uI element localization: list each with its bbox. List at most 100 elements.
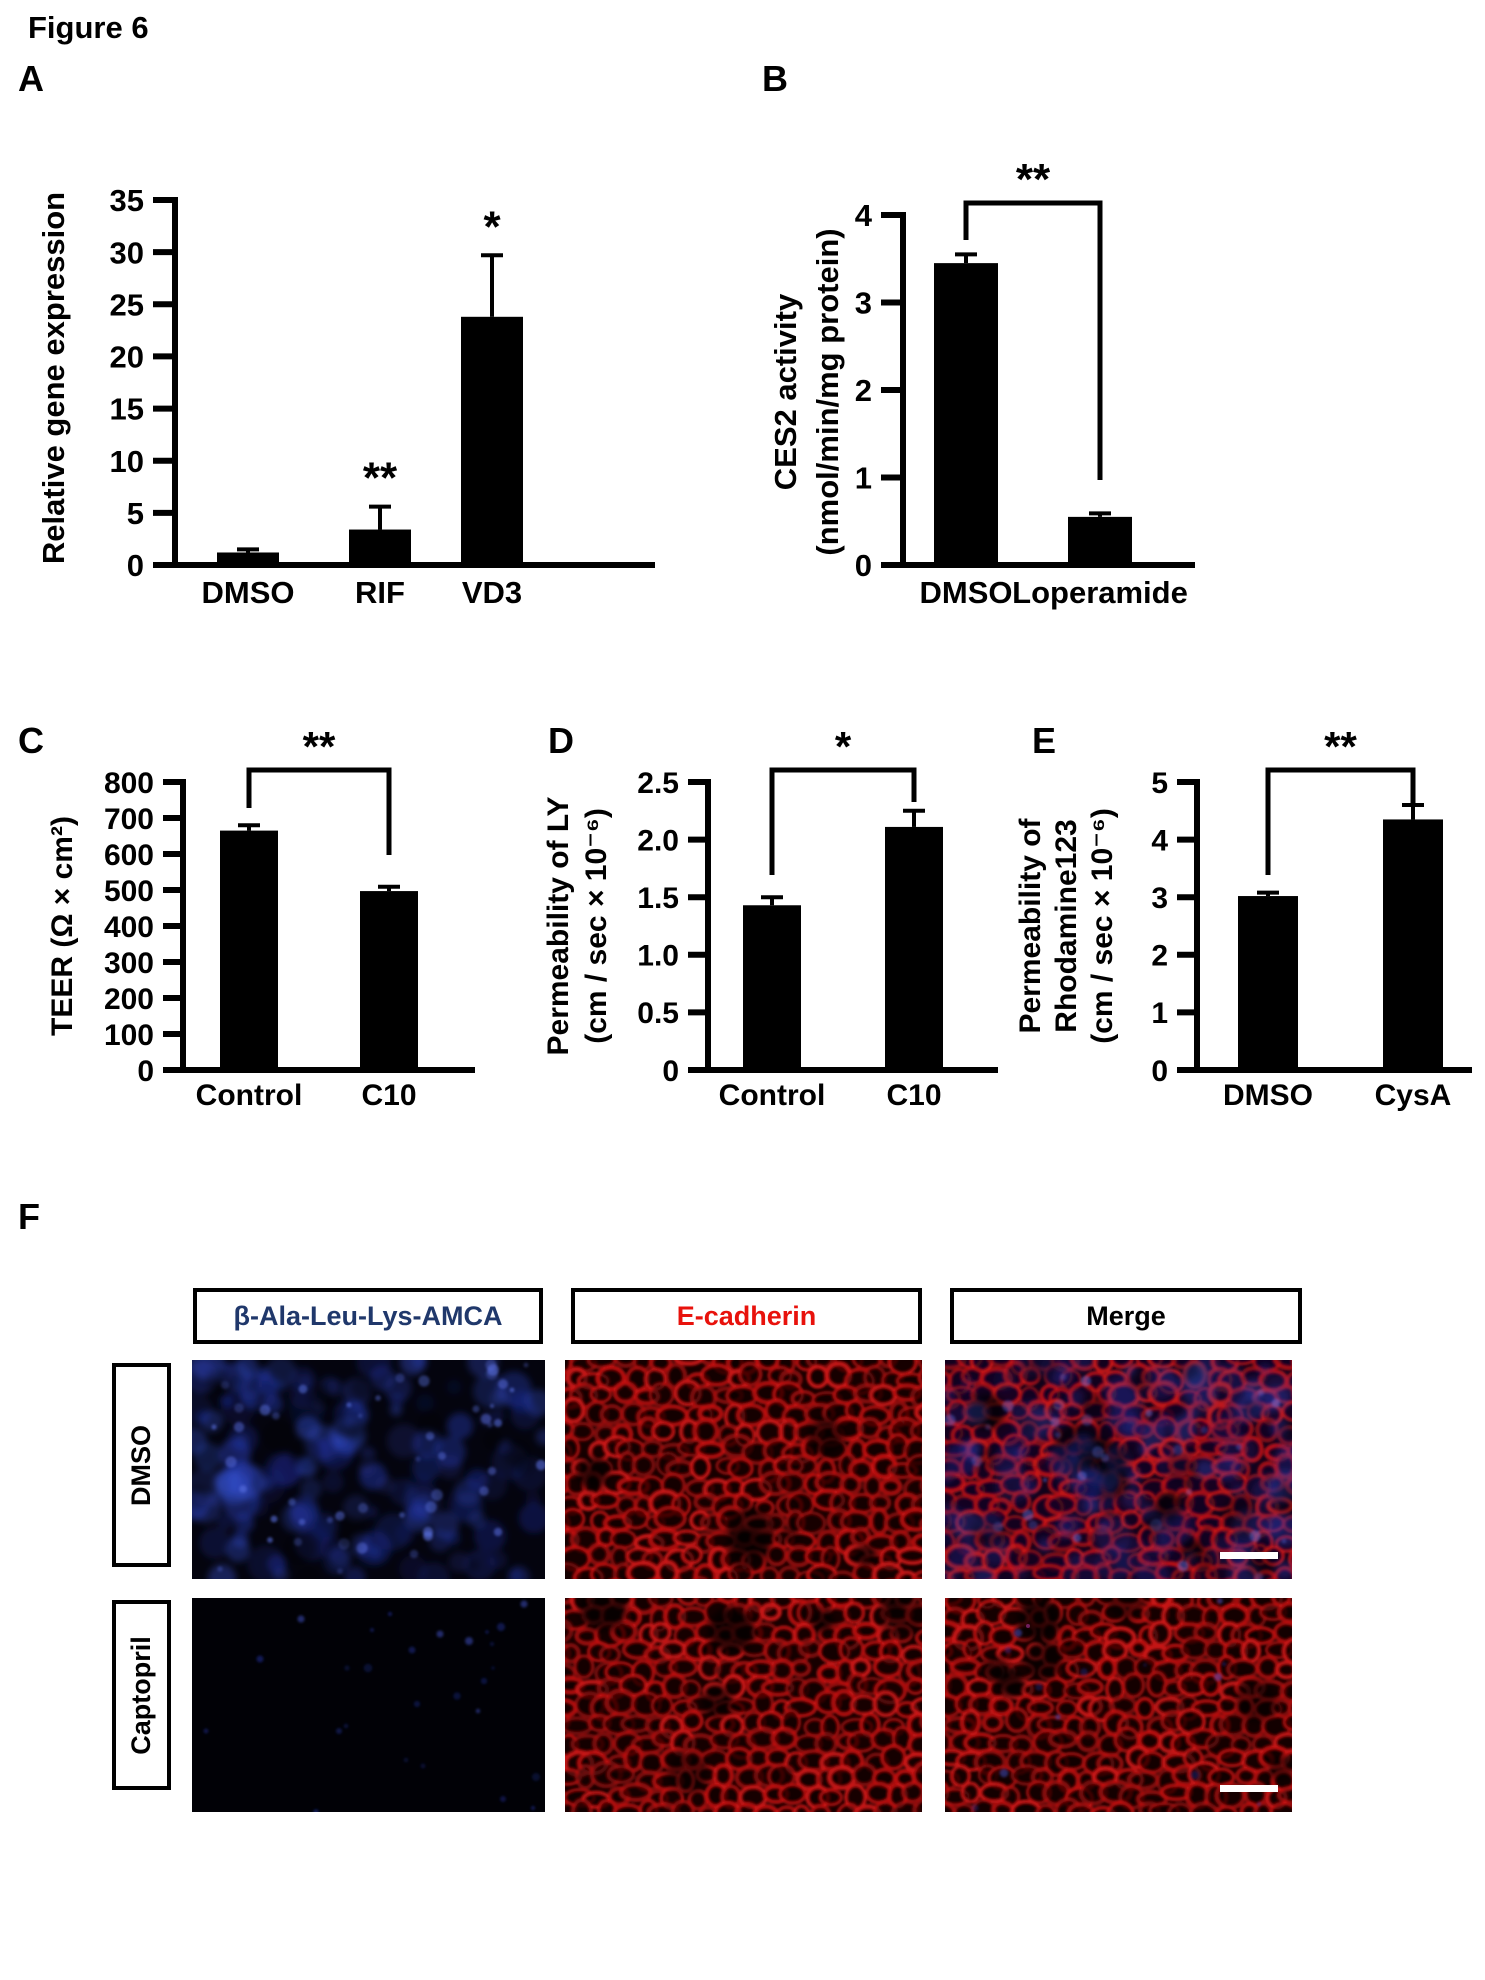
x-category-label: VD3 xyxy=(462,575,522,610)
y-tick-label: 2.5 xyxy=(637,767,679,800)
row-label-dmso: DMSO xyxy=(112,1363,171,1567)
y-tick-label: 4 xyxy=(855,198,873,233)
bar xyxy=(220,830,278,1070)
x-category-label: CysA xyxy=(1375,1079,1452,1112)
y-tick-label: 4 xyxy=(1151,824,1168,857)
y-tick-label: 5 xyxy=(127,496,144,531)
y-tick-label: 500 xyxy=(104,875,154,908)
y-tick-label: 0 xyxy=(855,548,872,583)
x-category-label: C10 xyxy=(886,1079,941,1112)
y-axis-label: (cm / sec × 10⁻⁶) xyxy=(580,808,613,1044)
y-tick-label: 1 xyxy=(855,461,872,496)
bar xyxy=(934,263,998,565)
panel-label-f: F xyxy=(18,1196,40,1237)
panel-label-b: B xyxy=(762,58,788,99)
x-category-label: DMSO xyxy=(202,575,295,610)
micrograph-dmso-merge xyxy=(945,1360,1292,1579)
x-category-label: Control xyxy=(719,1079,826,1112)
micrograph-captopril-merge xyxy=(945,1598,1292,1812)
significance-bracket xyxy=(963,200,1103,480)
row-label-dmso-text: DMSO xyxy=(126,1424,156,1506)
y-tick-label: 10 xyxy=(110,444,144,479)
bar xyxy=(217,552,279,565)
chart-e-svg: 0 1 2 3 4 5 Permeability of Rhodamine123 (cm / s… xyxy=(1014,723,1472,1112)
column-header-merge-label: Merge xyxy=(1086,1300,1166,1331)
y-axis-label: TEER (Ω × cm²) xyxy=(46,816,79,1036)
y-tick-label: 3 xyxy=(855,286,872,321)
bar xyxy=(1068,516,1132,565)
panel-label-a: A xyxy=(18,58,44,99)
chart-d-svg: 0 0.5 1.0 1.5 2.0 2.5 Permeability of LY (cm / … xyxy=(542,723,998,1112)
panel-c-bar-chart: 0 100 200 300 400 500 600 700 800 TEER (Ω × cm²) C… xyxy=(30,723,530,1205)
y-tick-label: 2.0 xyxy=(637,824,679,857)
y-tick-label: 0 xyxy=(1151,1055,1168,1088)
y-tick-label: 5 xyxy=(1151,767,1168,800)
x-category-label: C10 xyxy=(361,1079,416,1112)
row-label-captopril: Captopril xyxy=(112,1600,171,1790)
y-axis-label: Permeability of xyxy=(1014,817,1047,1033)
significance-stars: * xyxy=(835,730,852,770)
row-label-captopril-text: Captopril xyxy=(126,1635,156,1755)
significance-stars: ** xyxy=(303,730,336,770)
y-tick-label: 100 xyxy=(104,1019,154,1052)
micrograph-dmso-amca xyxy=(192,1360,545,1579)
figure-title: Figure 6 xyxy=(28,10,149,45)
panel-b-bar-chart: 0 1 2 3 4 CES2 activity (nmol/min/mg protein) D… xyxy=(740,120,1485,690)
y-tick-label: 600 xyxy=(104,839,154,872)
column-header-ecadherin-label: E-cadherin xyxy=(676,1300,817,1331)
column-header-ecadherin: E-cadherin xyxy=(571,1288,922,1344)
y-tick-label: 0.5 xyxy=(637,997,679,1030)
y-axis-label: (nmol/min/mg protein) xyxy=(810,228,845,555)
micrograph-captopril-ecadherin xyxy=(565,1598,922,1812)
y-tick-label: 35 xyxy=(110,183,144,218)
y-tick-label: 400 xyxy=(104,911,154,944)
y-tick-label: 800 xyxy=(104,767,154,800)
micrograph-captopril-amca xyxy=(192,1598,545,1812)
x-category-label: RIF xyxy=(355,575,405,610)
y-tick-label: 20 xyxy=(110,340,144,375)
scale-bar xyxy=(1220,1552,1278,1559)
y-axis-label: Rhodamine123 xyxy=(1050,819,1083,1032)
significance-stars: ** xyxy=(363,454,398,503)
panel-e-bar-chart: 0 1 2 3 4 5 Permeability of Rhodamine123 (cm / s… xyxy=(1010,723,1485,1205)
x-category-label: Control xyxy=(196,1079,303,1112)
column-header-amca-label: β-Ala-Leu-Lys-AMCA xyxy=(233,1300,503,1331)
x-category-label: DMSO xyxy=(1223,1079,1313,1112)
panel-a-bar-chart: 0 5 10 15 20 25 30 35 Relative gene expression DM… xyxy=(20,120,720,650)
significance-stars: * xyxy=(483,202,501,251)
y-tick-label: 0 xyxy=(137,1055,154,1088)
scale-bar xyxy=(1220,1785,1278,1792)
y-tick-label: 700 xyxy=(104,803,154,836)
bar xyxy=(360,891,418,1070)
chart-a-svg: 0 5 10 15 20 25 30 35 Relative gene expression DM… xyxy=(36,183,655,610)
y-tick-label: 0 xyxy=(662,1055,679,1088)
y-tick-label: 2 xyxy=(1151,940,1168,973)
micrograph-dmso-ecadherin xyxy=(565,1360,922,1579)
bar xyxy=(1238,896,1298,1070)
y-axis-label: Permeability of LY xyxy=(542,797,575,1056)
y-axis-label: CES2 activity xyxy=(768,293,803,490)
y-tick-label: 300 xyxy=(104,947,154,980)
x-category-label: Loperamide xyxy=(1012,575,1188,610)
column-header-merge: Merge xyxy=(950,1288,1302,1344)
panel-label-e: E xyxy=(1032,720,1057,761)
panel-label-d: D xyxy=(548,720,574,761)
y-tick-label: 2 xyxy=(855,373,872,408)
bar xyxy=(349,529,411,565)
bar xyxy=(885,826,943,1070)
bar xyxy=(743,905,801,1070)
y-tick-label: 1 xyxy=(1151,997,1168,1030)
y-tick-label: 1.0 xyxy=(637,940,679,973)
bar xyxy=(1383,819,1443,1070)
chart-b-svg: 0 1 2 3 4 CES2 activity (nmol/min/mg protein) D… xyxy=(768,155,1195,610)
y-axis-label: (cm / sec × 10⁻⁶) xyxy=(1086,808,1119,1044)
bar xyxy=(461,316,523,565)
y-axis-label: Relative gene expression xyxy=(36,192,71,564)
significance-stars: ** xyxy=(1016,155,1051,204)
panel-label-c: C xyxy=(18,720,44,761)
y-tick-label: 200 xyxy=(104,983,154,1016)
y-tick-label: 25 xyxy=(110,287,144,322)
significance-stars: ** xyxy=(1324,730,1357,770)
